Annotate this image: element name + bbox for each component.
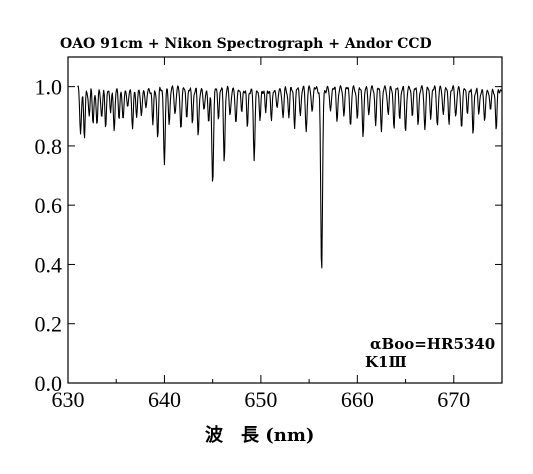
y-tick-label: 1.0 bbox=[35, 75, 63, 100]
x-axis-label: 波 長 (nm) bbox=[205, 424, 314, 446]
y-tick-label: 0.8 bbox=[35, 134, 63, 159]
star-name-annotation: αBoo=HR5340 bbox=[370, 335, 495, 353]
x-tick-label: 640 bbox=[148, 387, 181, 412]
y-tick-label: 0.0 bbox=[35, 371, 63, 396]
chart-title: OAO 91cm + Nikon Spectrograph + Andor CC… bbox=[60, 36, 432, 52]
x-axis-ticks: 630 640 650 660 670 bbox=[52, 57, 470, 412]
spectral-type-annotation: K1Ⅲ bbox=[365, 353, 407, 371]
x-tick-label: 670 bbox=[437, 387, 470, 412]
plot-frame bbox=[67, 56, 503, 384]
y-tick-label: 0.6 bbox=[35, 193, 63, 218]
series-line bbox=[77, 85, 502, 269]
y-tick-label: 0.4 bbox=[35, 252, 63, 277]
x-tick-label: 660 bbox=[341, 387, 374, 412]
y-axis-ticks: 0.0 0.2 0.4 0.6 0.8 1.0 bbox=[35, 75, 502, 396]
x-tick-label: 630 bbox=[52, 387, 85, 412]
x-tick-label: 650 bbox=[244, 387, 277, 412]
y-tick-label: 0.2 bbox=[35, 312, 63, 337]
